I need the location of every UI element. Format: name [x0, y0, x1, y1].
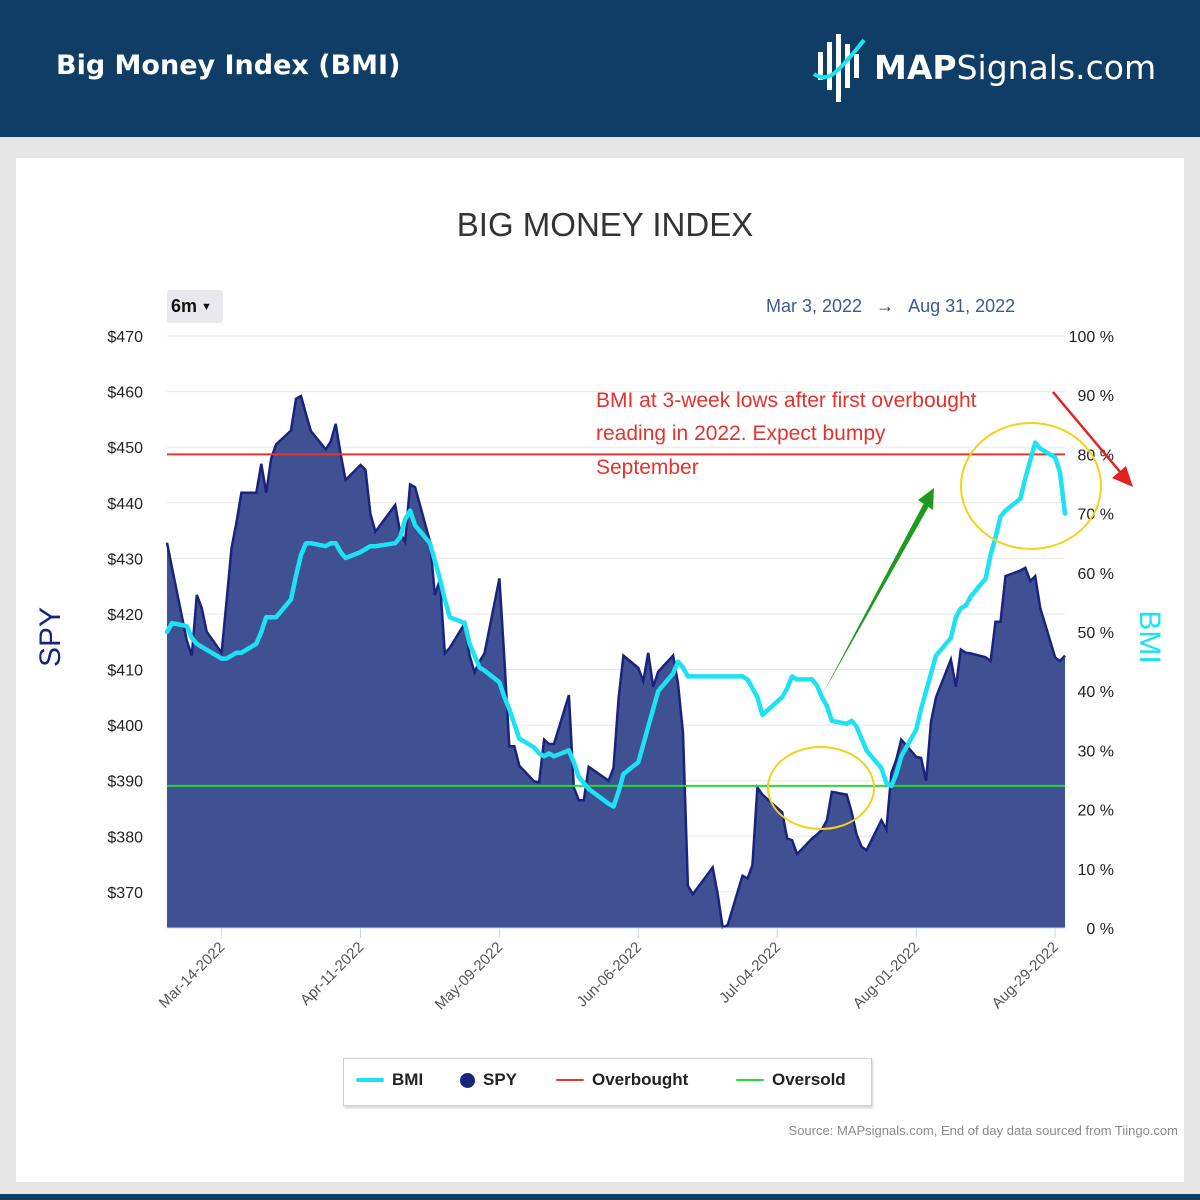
legend-label-oversold: Oversold [772, 1070, 846, 1089]
chart-legend: BMI SPY Overbought Oversold [343, 1058, 872, 1106]
date-from: Mar 3, 2022 [766, 296, 863, 316]
caret-down-icon: ▼ [201, 300, 212, 313]
page-title: Big Money Index (BMI) [56, 50, 401, 81]
legend-label-bmi: BMI [392, 1070, 424, 1089]
date-range[interactable]: Mar 3, 2022 → Aug 31, 2022 [766, 296, 1015, 317]
legend-item-spy[interactable]: SPY [460, 1070, 517, 1090]
spy-swatch [460, 1072, 475, 1088]
date-to: Aug 31, 2022 [908, 296, 1016, 316]
bmi-swatch [356, 1078, 384, 1082]
legend-label-overbought: Overbought [592, 1070, 689, 1089]
legend-item-oversold[interactable]: Oversold [736, 1070, 846, 1090]
legend-item-bmi[interactable]: BMI [356, 1070, 423, 1090]
arrow-right-icon: → [876, 296, 895, 316]
legend-item-overbought[interactable]: Overbought [556, 1070, 688, 1090]
brand-logo[interactable]: MAPSignals.com [812, 30, 1172, 106]
legend-label-spy: SPY [483, 1070, 518, 1089]
oversold-swatch [736, 1079, 764, 1081]
footer-bar [0, 1194, 1200, 1200]
source-note: Source: MAPsignals.com, End of day data … [788, 1123, 1178, 1138]
map-signals-logo-icon [812, 34, 866, 102]
range-label: 6m [171, 296, 198, 316]
overbought-swatch [556, 1079, 584, 1081]
brand-name: MAPSignals.com [874, 48, 1157, 87]
range-selector[interactable]: 6m ▼ [167, 290, 223, 323]
header-bar: Big Money Index (BMI) MAPSignals.com [0, 0, 1200, 137]
